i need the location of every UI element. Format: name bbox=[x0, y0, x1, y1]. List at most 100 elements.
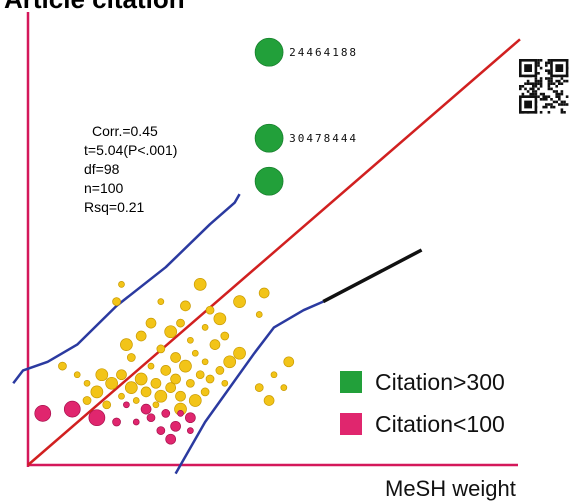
data-point bbox=[188, 394, 202, 407]
data-point bbox=[254, 123, 284, 153]
data-point bbox=[152, 401, 160, 409]
chart-title: Article citation bbox=[4, 0, 185, 14]
legend-swatch-low bbox=[340, 413, 362, 435]
data-point bbox=[161, 409, 171, 418]
data-point bbox=[160, 365, 172, 376]
data-point bbox=[154, 389, 168, 403]
data-point bbox=[213, 312, 227, 326]
data-point bbox=[150, 377, 162, 389]
data-point bbox=[187, 427, 194, 434]
regression-line bbox=[27, 38, 521, 466]
data-point bbox=[156, 344, 166, 354]
data-point bbox=[201, 358, 209, 366]
data-point bbox=[263, 395, 275, 406]
data-point bbox=[170, 373, 181, 385]
data-point bbox=[280, 384, 288, 391]
data-point bbox=[191, 349, 199, 357]
data-point bbox=[58, 361, 67, 371]
data-point bbox=[255, 311, 263, 318]
data-point bbox=[156, 426, 166, 435]
data-point bbox=[233, 346, 246, 360]
data-point bbox=[118, 392, 125, 400]
data-point bbox=[220, 331, 230, 341]
data-point bbox=[102, 400, 112, 410]
data-point bbox=[120, 338, 133, 351]
x-axis-label: MeSH weight bbox=[385, 476, 516, 501]
stat-df: df=98 bbox=[84, 161, 120, 177]
data-point bbox=[185, 412, 196, 424]
data-point bbox=[283, 356, 295, 368]
data-point bbox=[258, 287, 270, 299]
data-point bbox=[63, 400, 81, 418]
upper-band-line bbox=[12, 193, 241, 385]
data-point bbox=[215, 366, 225, 375]
data-point bbox=[223, 355, 237, 369]
data-point bbox=[254, 37, 284, 67]
legend: Citation>300 Citation<100 bbox=[340, 369, 505, 437]
data-point bbox=[135, 330, 147, 342]
data-point bbox=[82, 396, 92, 405]
data-point bbox=[195, 370, 205, 380]
data-point bbox=[73, 371, 81, 379]
legend-label-high: Citation>300 bbox=[375, 369, 505, 395]
data-point bbox=[88, 409, 106, 427]
data-point bbox=[145, 317, 157, 329]
data-point bbox=[205, 305, 215, 315]
data-point bbox=[221, 379, 229, 387]
data-point bbox=[187, 336, 194, 344]
data-point bbox=[176, 318, 185, 328]
stat-n: n=100 bbox=[84, 180, 124, 196]
data-point bbox=[132, 397, 140, 404]
qr-code-image bbox=[517, 56, 571, 116]
data-point bbox=[34, 405, 52, 422]
data-point bbox=[132, 418, 140, 426]
legend-label-low: Citation<100 bbox=[375, 411, 505, 437]
data-point bbox=[175, 390, 186, 402]
data-point bbox=[165, 382, 177, 393]
data-point bbox=[112, 417, 121, 427]
data-point bbox=[116, 369, 127, 381]
data-point bbox=[193, 278, 207, 291]
data-point bbox=[170, 420, 181, 432]
data-point bbox=[200, 387, 210, 397]
data-point bbox=[179, 359, 192, 373]
data-point bbox=[112, 297, 121, 306]
data-point bbox=[205, 374, 215, 384]
data-point bbox=[140, 386, 152, 398]
data-point bbox=[186, 378, 195, 388]
data-point bbox=[254, 383, 264, 392]
data-point bbox=[146, 413, 156, 423]
stat-t: t=5.04(P<.001) bbox=[84, 142, 177, 158]
data-points bbox=[34, 37, 295, 445]
data-point bbox=[124, 381, 138, 394]
data-point bbox=[105, 376, 118, 390]
stat-corr: Corr.=0.45 bbox=[92, 123, 158, 139]
extension-line bbox=[322, 248, 423, 304]
data-point bbox=[201, 324, 209, 331]
data-point bbox=[126, 353, 136, 362]
data-point bbox=[180, 300, 191, 312]
data-point bbox=[118, 281, 125, 288]
data-point bbox=[254, 166, 284, 196]
data-point bbox=[157, 298, 165, 305]
data-point bbox=[164, 325, 178, 339]
stat-rsq: Rsq=0.21 bbox=[84, 199, 145, 215]
data-point bbox=[134, 372, 148, 386]
point-label: 30478444 bbox=[289, 132, 358, 145]
data-point bbox=[270, 371, 278, 379]
data-point bbox=[123, 401, 130, 409]
data-point bbox=[83, 379, 91, 387]
data-point bbox=[165, 433, 177, 445]
data-point bbox=[95, 368, 109, 382]
data-point bbox=[140, 403, 152, 415]
legend-swatch-high bbox=[340, 371, 362, 393]
data-point bbox=[177, 410, 184, 417]
data-point bbox=[90, 385, 104, 399]
data-point bbox=[233, 295, 246, 308]
point-labels: 24464188 30478444 bbox=[289, 46, 358, 145]
data-point bbox=[209, 339, 221, 350]
point-label: 24464188 bbox=[289, 46, 358, 59]
data-point bbox=[147, 362, 155, 370]
stats-block: Corr.=0.45 t=5.04(P<.001) df=98 n=100 Rs… bbox=[84, 123, 177, 215]
